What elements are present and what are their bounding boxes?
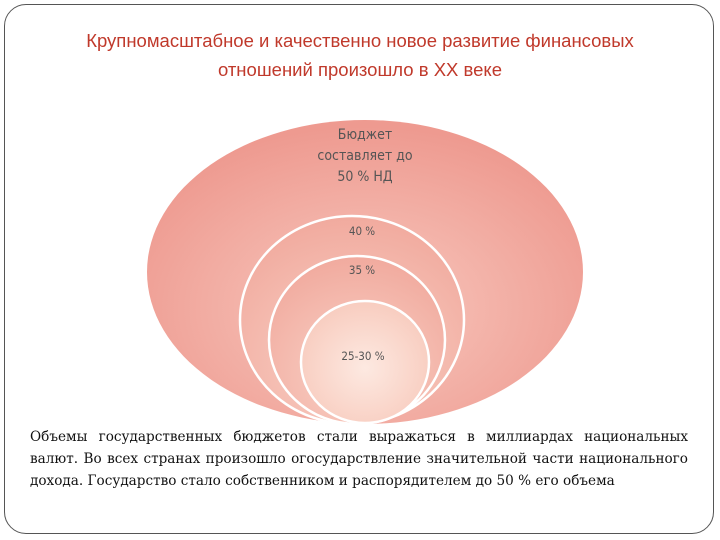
level-40-label: 40 % [349, 224, 375, 238]
level-35-label: 35 % [349, 263, 375, 277]
body-paragraph: Объемы государственных бюджетов стали вы… [30, 429, 688, 489]
title-line-1: Крупномасштабное и качественно новое раз… [86, 30, 634, 51]
outer-label-line-2: составляет до [317, 148, 412, 164]
title-line-2: отношений произошло в XX веке [217, 59, 503, 80]
level-25-30-label: 25-30 % [341, 349, 384, 363]
outer-label-line-1: Бюджет [338, 127, 392, 143]
circle-level-25-30 [299, 299, 431, 425]
outer-label-line-3: 50 % НД [337, 169, 392, 185]
page-title: Крупномасштабное и качественно новое раз… [40, 26, 680, 84]
